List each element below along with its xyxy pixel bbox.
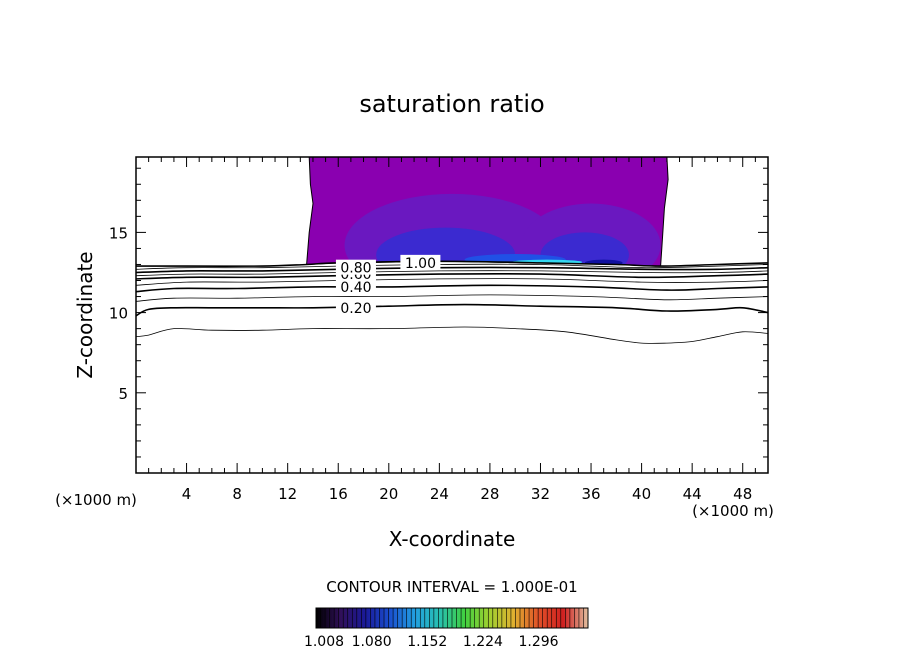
contour-interval-note: CONTOUR INTERVAL = 1.000E-01 (326, 578, 577, 596)
contour-line-0.1 (136, 326, 768, 344)
contour-line-0.6 (136, 272, 768, 280)
colorbar-tick-label: 1.152 (407, 634, 447, 650)
x-tick-label: 36 (581, 485, 600, 503)
contour-line-0.8 (136, 266, 768, 274)
x-tick-label: 16 (329, 485, 348, 503)
contour-line-0.2 (136, 303, 768, 317)
x-unit-right: (×1000 m) (692, 502, 774, 520)
contour-label-bg (335, 278, 376, 294)
chart-title: saturation ratio (359, 90, 544, 118)
x-tick-label: 32 (531, 485, 550, 503)
y-tick-labels: 5 10 15 (109, 224, 128, 402)
x-tick-label: 28 (480, 485, 499, 503)
contour-labels: 0.200.400.600.80 1.00 (335, 254, 441, 317)
x-tick-label: 12 (278, 485, 297, 503)
x-tick-labels: 4 8 12 16 20 24 28 32 36 40 44 48 (182, 485, 752, 503)
contour-label: 0.40 (340, 280, 371, 296)
y-tick-label: 5 (118, 385, 128, 403)
contour-line-1.0 (136, 260, 768, 267)
colorbar-frame (315, 607, 589, 629)
colorbar-tick-label: 1.296 (518, 634, 558, 650)
contour-line-0.4 (136, 284, 768, 293)
colorbar-tick-labels: 1.008 1.080 1.152 1.224 1.296 (304, 634, 559, 650)
y-tick-label: 10 (109, 305, 128, 323)
x-tick-label: 24 (430, 485, 449, 503)
x-tick-label: 4 (182, 485, 192, 503)
axis-ticks (136, 157, 768, 473)
contour-label: 0.80 (340, 261, 371, 277)
contour-line-0.7 (136, 270, 768, 277)
contour-label-bg (335, 259, 376, 275)
x-tick-label: 40 (632, 485, 651, 503)
contour-line-0.5 (136, 278, 768, 286)
y-tick-label: 15 (109, 224, 128, 242)
colorbar-tick-label: 1.224 (463, 634, 503, 650)
colorbar-dividers (320, 608, 584, 628)
contour-label: 0.20 (340, 301, 371, 317)
contour-label-bg (400, 254, 441, 270)
contour-lines (136, 260, 768, 344)
x-tick-label: 20 (379, 485, 398, 503)
contour-label: 1.00 (405, 256, 436, 272)
y-axis-label: Z-coordinate (73, 251, 97, 378)
region-core-2 (376, 227, 516, 267)
colorbar-tick-label: 1.008 (304, 634, 344, 650)
x-axis-label: X-coordinate (389, 527, 516, 551)
contour-line-0.3 (136, 294, 768, 302)
x-tick-label: 44 (683, 485, 702, 503)
region-core-3 (540, 232, 629, 267)
x-tick-label: 48 (733, 485, 752, 503)
x-tick-label: 8 (232, 485, 242, 503)
colorbar-tick-label: 1.080 (352, 634, 392, 650)
x-unit-left: (×1000 m) (55, 491, 137, 509)
contour-label-bg (335, 299, 376, 315)
colorbar: 1.008 1.080 1.152 1.224 1.296 (304, 607, 589, 650)
